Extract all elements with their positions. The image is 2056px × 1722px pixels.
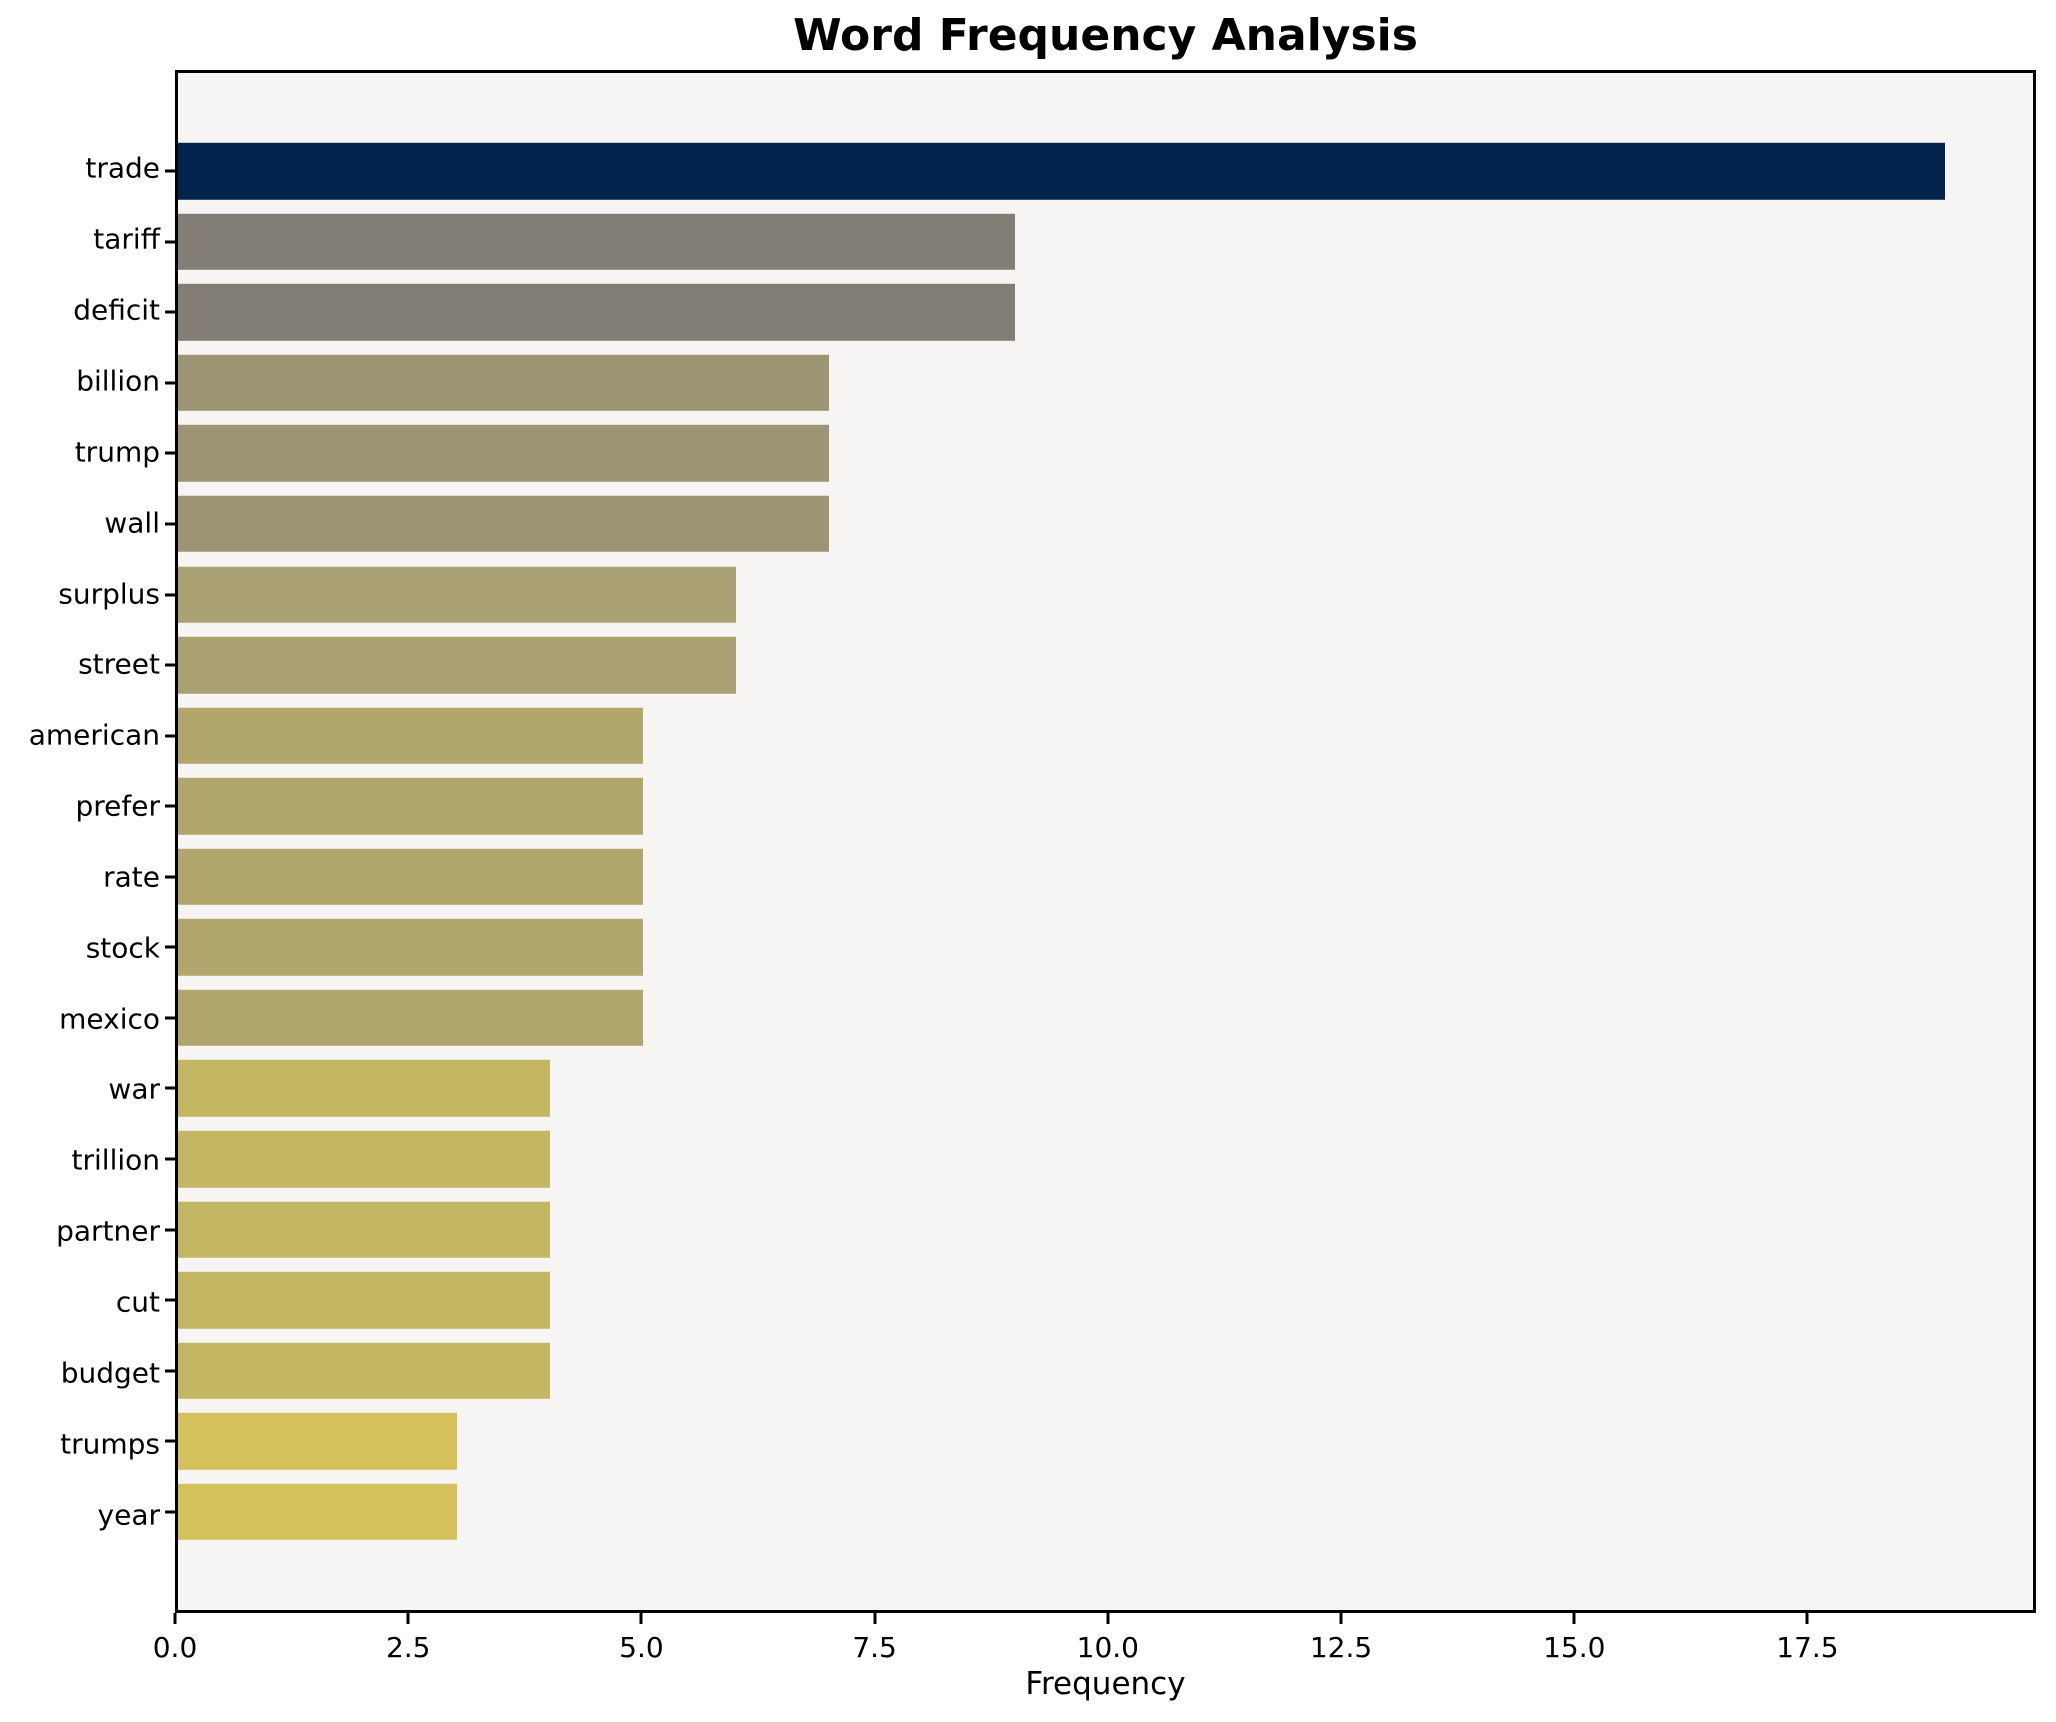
y-tick-mark-cut <box>165 1298 175 1302</box>
y-tick-label-year: year <box>97 1498 160 1532</box>
x-tick-mark-10.0 <box>1106 1613 1110 1624</box>
x-tick-mark-5.0 <box>639 1613 643 1624</box>
bar-trillion <box>178 1130 550 1188</box>
y-tick-label-cut: cut <box>115 1285 160 1319</box>
x-tick-label-5.0: 5.0 <box>619 1631 664 1664</box>
x-tick-mark-15.0 <box>1572 1613 1576 1624</box>
bar-war <box>178 1060 550 1117</box>
plot-area <box>165 70 2036 1613</box>
bar-deficit <box>178 283 1015 341</box>
bar-wall <box>178 495 829 553</box>
y-tick-mark-mexico <box>165 1016 175 1020</box>
y-tick-mark-war <box>165 1086 175 1090</box>
x-tick-label-7.5: 7.5 <box>852 1631 897 1664</box>
x-tick-label-12.5: 12.5 <box>1309 1631 1373 1664</box>
bar-cut <box>178 1271 550 1329</box>
y-tick-mark-trillion <box>165 1157 175 1161</box>
y-tick-mark-deficit <box>165 310 175 314</box>
x-tick-label-17.5: 17.5 <box>1776 1631 1839 1664</box>
y-tick-mark-trumps <box>165 1439 175 1443</box>
x-tick-label-2.5: 2.5 <box>385 1631 431 1664</box>
chart-title: Word Frequency Analysis <box>793 10 1418 61</box>
y-tick-label-trumps: trumps <box>60 1427 160 1461</box>
x-tick-mark-17.5 <box>1805 1613 1809 1624</box>
y-tick-label-surplus: surplus <box>58 577 160 611</box>
y-tick-label-trade: trade <box>85 151 160 185</box>
y-tick-mark-rate <box>165 875 175 879</box>
bar-trump <box>178 425 829 482</box>
x-axis-label: Frequency <box>1025 1666 1186 1702</box>
y-tick-mark-billion <box>165 381 175 385</box>
bar-year <box>178 1483 457 1541</box>
bar-mexico <box>178 989 643 1047</box>
y-tick-mark-american <box>165 734 175 738</box>
bar-billion <box>178 354 829 412</box>
y-tick-label-american: american <box>28 718 160 752</box>
y-tick-label-war: war <box>108 1072 160 1106</box>
x-tick-mark-7.5 <box>873 1613 877 1624</box>
y-tick-mark-stock <box>165 945 175 949</box>
y-tick-label-budget: budget <box>60 1356 160 1390</box>
y-tick-label-rate: rate <box>103 860 160 894</box>
x-tick-label-10.0: 10.0 <box>1076 1631 1139 1664</box>
y-tick-label-wall: wall <box>104 506 160 540</box>
bar-american <box>178 707 643 764</box>
y-tick-mark-year <box>165 1510 175 1514</box>
y-tick-label-deficit: deficit <box>73 293 160 327</box>
y-tick-mark-wall <box>165 522 175 526</box>
bar-rate <box>178 848 643 906</box>
y-tick-label-tariff: tariff <box>93 222 160 256</box>
bar-partner <box>178 1201 550 1258</box>
y-tick-label-partner: partner <box>56 1214 160 1248</box>
y-tick-mark-partner <box>165 1228 175 1232</box>
x-tick-mark-0.0 <box>173 1613 177 1624</box>
bar-tariff <box>178 213 1015 270</box>
x-axis: 0.0 2.5 5.0 7.5 10.0 12.5 15.0 17.5 <box>153 1613 2036 1713</box>
bar-surplus <box>178 566 736 623</box>
x-tick-mark-2.5 <box>406 1613 410 1624</box>
bar-budget <box>178 1342 550 1399</box>
y-tick-mark-surplus <box>165 593 175 596</box>
y-axis-labels: trade tariff deficit billion trump wall surplu… <box>0 70 160 1613</box>
bar-street <box>178 636 736 694</box>
y-tick-label-stock: stock <box>85 931 160 965</box>
bar-stock <box>178 919 643 976</box>
y-tick-mark-prefer <box>165 804 175 808</box>
y-tick-label-billion: billion <box>76 364 160 398</box>
x-tick-label-0.0: 0.0 <box>152 1631 198 1664</box>
bar-prefer <box>178 777 643 835</box>
x-tick-mark-12.5 <box>1339 1613 1343 1624</box>
bar-trumps <box>178 1413 457 1470</box>
y-tick-mark-trade <box>165 169 175 173</box>
y-tick-mark-tariff <box>165 240 175 244</box>
y-tick-label-mexico: mexico <box>59 1002 160 1036</box>
y-tick-mark-trump <box>165 451 175 455</box>
y-tick-mark-street <box>165 663 175 667</box>
bar-trade <box>178 142 1945 200</box>
y-tick-mark-budget <box>165 1369 175 1373</box>
y-tick-label-street: street <box>78 647 160 681</box>
y-tick-label-trillion: trillion <box>71 1143 160 1177</box>
x-tick-label-15.0: 15.0 <box>1543 1631 1606 1664</box>
y-tick-label-prefer: prefer <box>75 789 161 823</box>
y-tick-label-trump: trump <box>74 435 160 469</box>
